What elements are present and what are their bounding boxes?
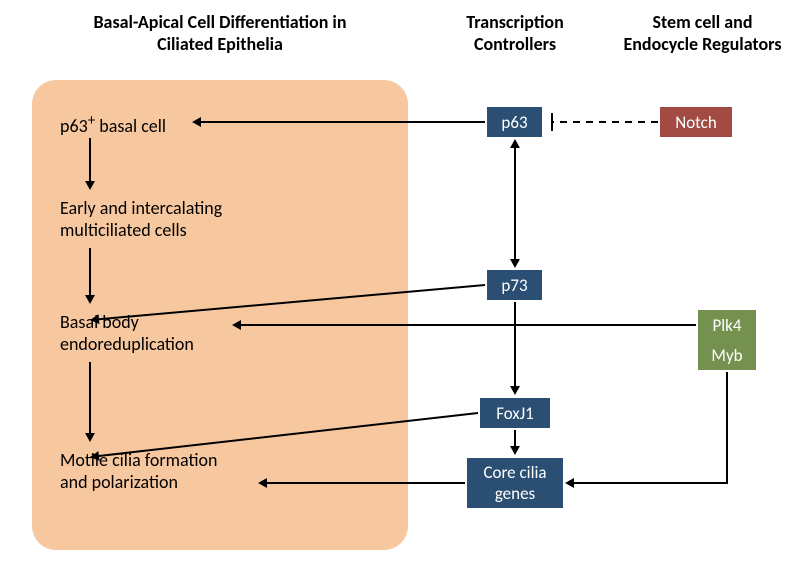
node-p73: p73 [487, 270, 542, 300]
stage-basal-body-endoreduplication: Basal bodyendoreduplication [60, 312, 194, 355]
stage-basal-cell: p63+ basal cell [60, 112, 166, 138]
node-plk4: Plk4 [698, 310, 756, 340]
stage-early-multiciliated: Early and intercalatingmulticiliated cel… [60, 198, 222, 241]
header-transcription-controllers: TranscriptionControllers [435, 12, 595, 55]
node-notch: Notch [660, 107, 732, 137]
header-differentiation: Basal-Apical Cell Differentiation inCili… [60, 12, 380, 55]
header-stem-cell-regulators: Stem cell andEndocycle Regulators [605, 12, 800, 55]
node-p63: p63 [487, 107, 542, 137]
stage-motile-cilia: Motile cilia formationand polarization [60, 450, 217, 493]
node-core-cilia-genes: Core ciliagenes [467, 458, 563, 508]
arrow-myb-poly [574, 372, 727, 483]
node-myb: Myb [698, 340, 756, 370]
node-foxj1: FoxJ1 [480, 398, 550, 428]
